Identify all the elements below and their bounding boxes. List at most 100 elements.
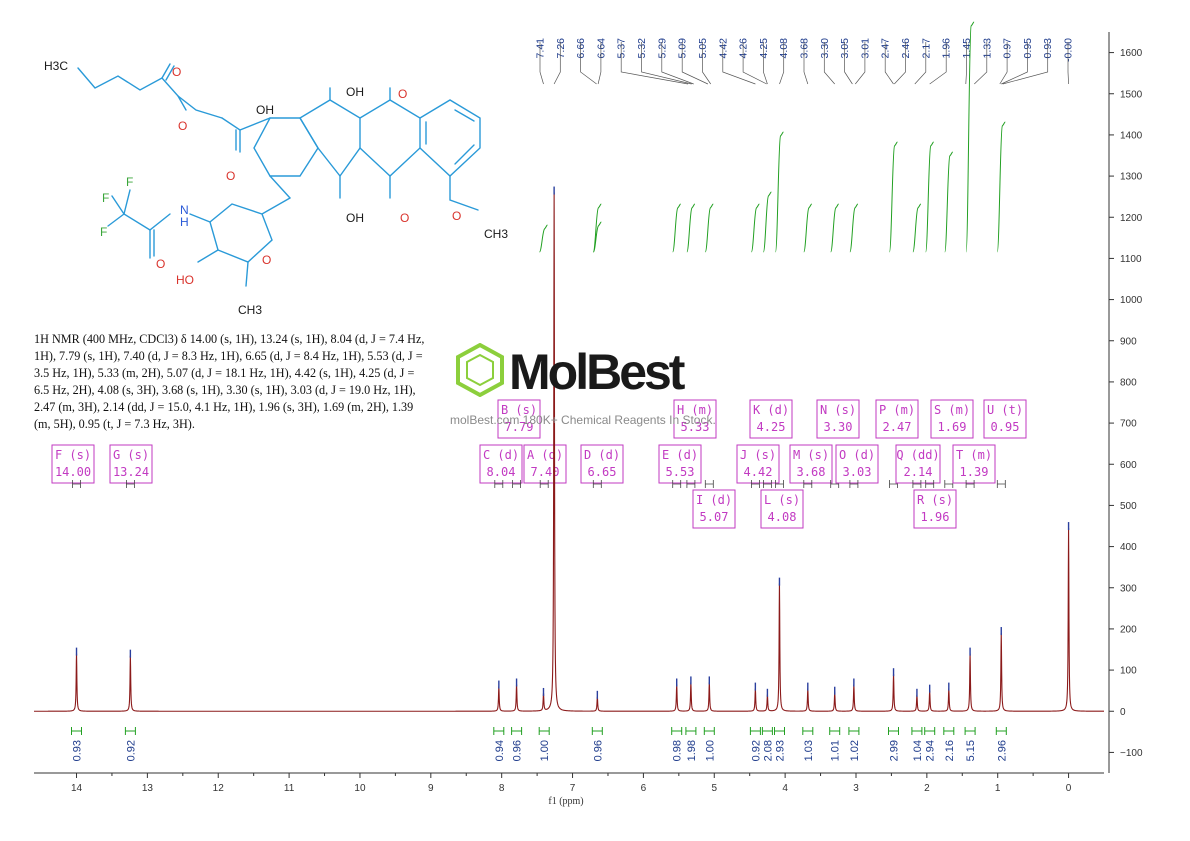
integral-curve: [750, 203, 760, 253]
multiplet-label: E (d): [662, 448, 698, 462]
multiplet-value: 1.39: [960, 465, 989, 479]
multiplet-value: 3.03: [843, 465, 872, 479]
peak-label: 3.30: [819, 38, 831, 59]
peak-label: 3.05: [839, 38, 851, 59]
peak-label: 0.97: [1002, 38, 1014, 59]
multiplet-range: [72, 480, 81, 488]
peak-label: -0.00: [1063, 38, 1075, 62]
peak-label-connector: [844, 42, 853, 85]
multiplet-value: 1.69: [938, 420, 967, 434]
y-tick-label: 800: [1120, 377, 1137, 388]
y-tick-label: 1300: [1120, 172, 1143, 183]
multiplet-box: [913, 489, 957, 529]
peak-label-connector: [620, 42, 689, 85]
multiplet-label: J (s): [740, 448, 776, 462]
x-tick-label: 11: [284, 783, 295, 794]
x-tick-label: 0: [1066, 783, 1072, 794]
peak-label: 5.09: [677, 38, 689, 59]
multiplet-range: [965, 480, 975, 488]
integral-range: [924, 727, 936, 735]
nmr-description: 1H NMR (400 MHz, CDCl3) δ 14.00 (s, 1H),…: [34, 332, 425, 431]
integral-range: [124, 727, 136, 735]
integral-curve: [889, 141, 898, 253]
y-tick-label: 400: [1120, 542, 1137, 553]
integral-range: [943, 727, 955, 735]
integral-curve: [775, 131, 784, 253]
integral-value: 1.00: [704, 740, 716, 761]
x-tick-label: 8: [499, 783, 505, 794]
svg-text:OH: OH: [346, 211, 364, 225]
multiplet-box: [816, 399, 860, 439]
integral-value: 0.92: [125, 740, 137, 761]
peak-label: 5.29: [656, 38, 668, 59]
svg-text:HO: HO: [176, 273, 194, 287]
y-tick-label: 900: [1120, 336, 1137, 347]
multiplet-value: 3.68: [797, 465, 826, 479]
multiplet-box: [479, 444, 523, 484]
multiplet-label: O (d): [839, 448, 875, 462]
peak-label: 0.95: [1022, 38, 1034, 59]
integral-range: [538, 727, 550, 735]
peak-label-connector: [722, 42, 756, 85]
peak-label: 2.47: [880, 38, 892, 59]
integral-curve: [803, 203, 812, 253]
peak-label: 3.68: [799, 38, 811, 59]
multiplet-box: [673, 399, 717, 439]
integral-curve: [538, 224, 548, 253]
molbest-logo-text: MolBest: [509, 344, 685, 400]
multiplet-label: B (s): [501, 403, 537, 417]
multiplet-box: [983, 399, 1027, 439]
multiplet-value: 6.65: [588, 465, 617, 479]
peak-label-connector: [553, 42, 561, 85]
multiplet-range: [672, 480, 682, 488]
integral-value: 2.99: [889, 740, 901, 761]
y-tick-label: 0: [1120, 707, 1126, 718]
multiplet-label: L (s): [764, 493, 800, 507]
integral-value: 1.01: [830, 740, 842, 761]
integral-value: 1.03: [803, 740, 815, 761]
multiplet-box: [930, 399, 974, 439]
multiplet-range: [775, 480, 784, 488]
svg-text:H: H: [180, 215, 189, 229]
multiplet-box: [523, 444, 567, 484]
integral-range: [749, 727, 761, 735]
x-axis: 14 13 12 11 10 9 8 7 6 5 4 3 2 1 0: [34, 772, 1104, 794]
multiplet-label: U (t): [987, 403, 1023, 417]
svg-text:O: O: [172, 65, 181, 79]
multiplet-label: M (s): [793, 448, 829, 462]
multiplet-value: 4.25: [757, 420, 786, 434]
x-tick-label: 12: [213, 783, 225, 794]
spectrum-trace: [34, 192, 1104, 712]
svg-text:O: O: [398, 87, 407, 101]
multiplet-label: I (d): [696, 493, 732, 507]
peak-label: 5.05: [697, 38, 709, 59]
multiplet-box: [895, 444, 941, 484]
peak-label: 6.66: [575, 38, 587, 59]
peak-label: 2.46: [900, 38, 912, 59]
multiplet-value: 4.42: [744, 465, 773, 479]
peak-label: 1.45: [961, 38, 973, 59]
multiplet-value: 7.40: [531, 465, 560, 479]
integral-value: 2.08: [762, 740, 774, 761]
peak-label: 1.33: [981, 38, 993, 59]
multiplet-range: [592, 480, 602, 488]
integral-range: [848, 727, 860, 735]
peak-label-connector: [539, 42, 544, 85]
multiplet-box: [51, 444, 95, 484]
multiplet-range: [751, 480, 760, 488]
integral-range: [888, 727, 899, 735]
x-axis-label: f1 (ppm): [548, 796, 583, 807]
svg-text:OH: OH: [346, 85, 364, 99]
svg-text:F: F: [126, 175, 133, 189]
multiplet-box: [835, 444, 879, 484]
peak-label-connector: [681, 42, 709, 85]
multiplet-value: 1.96: [921, 510, 950, 524]
multiplet-range: [494, 480, 504, 488]
peak-label-connector: [929, 42, 947, 85]
multiplet-range: [849, 480, 859, 488]
multiplet-box: [109, 444, 153, 484]
peak-label: 2.17: [920, 38, 932, 59]
integral-curve: [686, 203, 696, 253]
integral-value: 0.93: [72, 740, 84, 761]
integral-value: 0.96: [512, 740, 524, 761]
